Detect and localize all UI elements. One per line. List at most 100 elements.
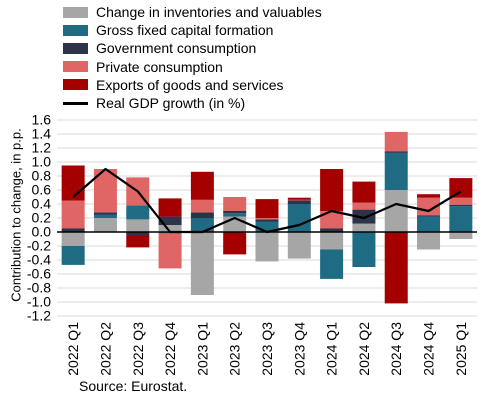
- bar-segment: [384, 190, 408, 232]
- bar-segment: [61, 200, 85, 229]
- legend-label: Change in inventories and valuables: [96, 4, 322, 20]
- legend-swatch: [63, 42, 88, 54]
- legend-item: Private consumption: [63, 59, 223, 75]
- bar-segment: [93, 218, 117, 232]
- bar-segment: [255, 232, 279, 262]
- bar-segment: [352, 232, 376, 267]
- y-tick-label: 1.4: [32, 126, 52, 142]
- bar-segment: [417, 216, 441, 232]
- y-tick-label: -0.2: [27, 238, 51, 254]
- bar-segment: [320, 249, 344, 279]
- bar-segment: [61, 228, 85, 232]
- bar-segment: [287, 197, 311, 200]
- bar-segment: [190, 218, 214, 232]
- bar-segment: [352, 223, 376, 232]
- bar-segment: [320, 232, 344, 250]
- bar-segment: [352, 181, 376, 203]
- bar-segment: [287, 204, 311, 232]
- bar-segment: [223, 197, 247, 211]
- y-tick-label: -0.8: [27, 280, 51, 296]
- bar-segment: [190, 232, 214, 295]
- bar-segment: [449, 232, 473, 239]
- x-tick-label: 2022 Q4: [162, 322, 178, 376]
- bar-segment: [352, 209, 376, 224]
- y-tick-label: -0.4: [27, 252, 51, 268]
- bar-segment: [449, 206, 473, 232]
- x-tick-label: 2022 Q3: [130, 322, 146, 376]
- bar-segment: [287, 199, 311, 201]
- x-tick-label: 2023 Q2: [227, 322, 243, 376]
- x-tick-label: 2023 Q4: [291, 322, 307, 376]
- legend-item: Gross fixed capital formation: [63, 22, 273, 38]
- bar-segment: [255, 219, 279, 222]
- bar-segment: [126, 235, 150, 248]
- x-tick-label: 2024 Q4: [421, 322, 437, 376]
- bar-segment: [417, 215, 441, 217]
- bar-segment: [417, 232, 441, 250]
- x-tick-label: 2024 Q3: [388, 322, 404, 376]
- bar-segment: [61, 246, 85, 265]
- bar-segment: [449, 204, 473, 207]
- legend-swatch: [63, 79, 88, 91]
- bar-segment: [255, 221, 279, 232]
- bar-segment: [158, 225, 182, 232]
- y-tick-label: -0.6: [27, 266, 51, 282]
- y-tick-label: 1.6: [32, 112, 52, 128]
- legend-item: Exports of goods and services: [63, 77, 284, 93]
- bar-segment: [93, 212, 117, 215]
- bar-segment: [255, 218, 279, 220]
- y-tick-labels: 1.61.41.21.00.80.60.40.20.0-0.2-0.4-0.6-…: [27, 112, 51, 324]
- y-tick-label: 0.6: [32, 182, 52, 198]
- bar-segment: [384, 151, 408, 153]
- legend-label: Private consumption: [96, 58, 223, 75]
- bar-segment: [384, 152, 408, 190]
- bar-segment: [255, 199, 279, 218]
- bar-segment: [158, 233, 182, 269]
- bars: [61, 131, 473, 304]
- legend-label: Gross fixed capital formation: [96, 22, 274, 39]
- bar-segment: [320, 169, 344, 211]
- x-tick-label: 2023 Q1: [194, 322, 210, 376]
- legend-label: Exports of goods and services: [96, 76, 284, 93]
- bar-segment: [126, 219, 150, 232]
- x-tick-labels: 2022 Q1 2022 Q2 2022 Q3 2022 Q4 2023 Q1 2023 …: [65, 322, 469, 376]
- legend-label: Government consumption: [96, 40, 257, 57]
- y-tick-label: 0.4: [32, 196, 52, 212]
- legend-swatch: [63, 24, 88, 36]
- bar-segment: [384, 131, 408, 152]
- y-tick-label: 0.2: [32, 210, 52, 226]
- bar-segment: [384, 232, 408, 304]
- bar-segment: [93, 214, 117, 218]
- legend-swatch: [63, 61, 88, 73]
- gdp-line: [72, 167, 462, 234]
- bar-segment: [417, 194, 441, 198]
- x-tick-label: 2025 Q1: [453, 322, 469, 376]
- legend-item: Change in inventories and valuables: [63, 4, 322, 20]
- bar-segment: [158, 216, 182, 225]
- bar-segment: [93, 169, 117, 213]
- x-tick-label: 2024 Q1: [324, 322, 340, 376]
- legend-swatch: [63, 101, 88, 105]
- y-tick-label: -1.0: [27, 294, 51, 310]
- source-note: Source: Eurostat.: [79, 378, 188, 394]
- legend-item: Real GDP growth (in %): [63, 95, 245, 111]
- bar-segment: [320, 211, 344, 229]
- legend-item: Government consumption: [63, 40, 256, 56]
- bar-segment: [287, 200, 311, 204]
- bar-segment: [190, 171, 214, 200]
- bar-segment: [190, 212, 214, 218]
- x-tick-label: 2023 Q3: [259, 322, 275, 376]
- bar-segment: [320, 228, 344, 232]
- legend-label: Real GDP growth (in %): [96, 95, 246, 111]
- bar-segment: [223, 213, 247, 217]
- bar-segment: [223, 211, 247, 214]
- x-tick-label: 2022 Q2: [97, 322, 113, 376]
- bar-segment: [352, 202, 376, 210]
- bar-segment: [449, 197, 473, 205]
- y-tick-label: 1.2: [32, 140, 52, 156]
- bar-segment: [287, 232, 311, 259]
- bar-segment: [126, 205, 150, 220]
- bar-segment: [61, 165, 85, 201]
- bar-segment: [61, 232, 85, 246]
- x-tick-label: 2024 Q2: [356, 322, 372, 376]
